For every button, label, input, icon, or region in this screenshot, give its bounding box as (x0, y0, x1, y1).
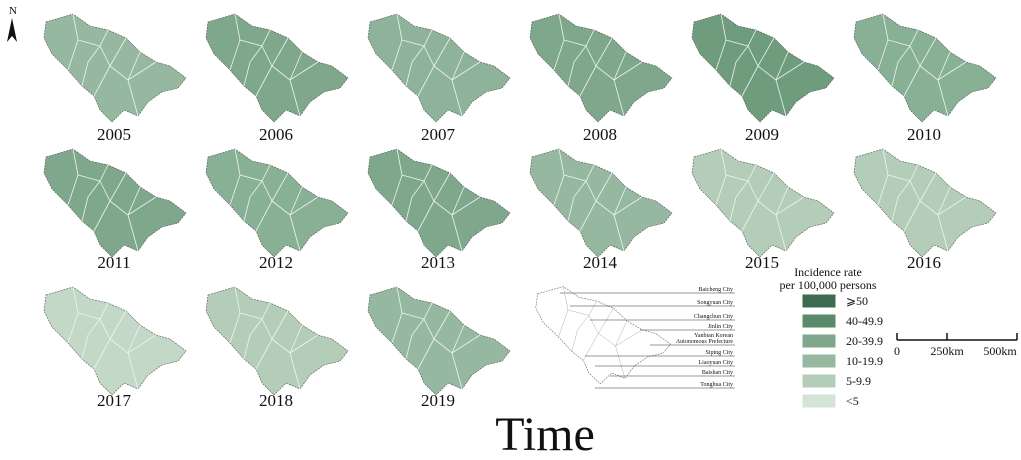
legend-title: per 100,000 persons (780, 278, 877, 292)
year-label: 2016 (907, 253, 941, 272)
legend-title: Incidence rate (794, 265, 862, 279)
province-shape (529, 148, 673, 258)
province-shape (853, 148, 997, 258)
year-label: 2014 (583, 253, 618, 272)
region-borders (229, 148, 319, 252)
year-label: 2015 (745, 253, 779, 272)
year-label: 2017 (97, 391, 132, 410)
province-map (43, 286, 187, 396)
province-map (367, 286, 511, 396)
north-arrow-icon (7, 18, 17, 42)
province-shape (367, 286, 511, 396)
region-borders (229, 286, 319, 390)
year-label: 2009 (745, 125, 779, 144)
province-shape (43, 148, 187, 258)
region-borders (553, 13, 643, 117)
year-label: 2006 (259, 125, 293, 144)
region-borders (67, 148, 157, 252)
city-label: Changchun City (694, 314, 733, 320)
province-map (853, 13, 997, 123)
province-map (529, 148, 673, 258)
province-shape (529, 13, 673, 123)
city-label: Autonomous Prefecture (676, 338, 733, 345)
legend-swatch (801, 393, 837, 409)
legend-label: 5-9.9 (846, 374, 871, 388)
legend-swatch (801, 353, 837, 369)
province-map (367, 13, 511, 123)
province-map (205, 148, 349, 258)
region-borders (877, 148, 967, 252)
city-label: Baishan City (702, 370, 733, 376)
province-map (529, 13, 673, 123)
province-shape (43, 13, 187, 123)
province-shape (853, 13, 997, 123)
province-shape (205, 286, 349, 396)
legend-label: <5 (846, 394, 859, 408)
year-label: 2013 (421, 253, 455, 272)
year-label: 2008 (583, 125, 617, 144)
year-label: 2019 (421, 391, 455, 410)
city-label: Jinlin City (708, 324, 733, 330)
scale-bar (896, 333, 1018, 341)
legend-swatch (801, 293, 837, 309)
scale-label: 0 (894, 344, 900, 358)
region-borders (391, 286, 481, 390)
axis-title: Time (495, 408, 595, 455)
province-map (853, 148, 997, 258)
city-label: Baicheng City (699, 287, 734, 293)
region-borders (715, 13, 805, 117)
legend-label: ⩾50 (846, 294, 868, 308)
region-borders (553, 148, 643, 252)
province-map (691, 148, 835, 258)
province-shape (205, 13, 349, 123)
region-borders (67, 13, 157, 117)
province-shape (691, 148, 835, 258)
year-label: 2012 (259, 253, 293, 272)
region-borders (391, 13, 481, 117)
legend-swatch (801, 313, 837, 329)
region-borders (391, 148, 481, 252)
year-label: 2018 (259, 391, 293, 410)
city-label: Tonghua City (700, 382, 733, 388)
province-shape (43, 286, 187, 396)
scale-label: 250km (930, 344, 964, 358)
city-label: Yanbian Korean (694, 333, 733, 339)
legend-label: 20-39.9 (846, 334, 883, 348)
province-map (367, 148, 511, 258)
north-label: N (9, 5, 17, 17)
legend-swatch (801, 373, 837, 389)
province-map (205, 286, 349, 396)
city-label: Siping City (705, 350, 733, 356)
province-map (43, 148, 187, 258)
year-label: 2005 (97, 125, 131, 144)
scale-label: 500km (983, 344, 1017, 358)
region-borders (877, 13, 967, 117)
province-shape (205, 148, 349, 258)
reference-borders (558, 286, 643, 379)
province-shape (367, 13, 511, 123)
year-label: 2010 (907, 125, 941, 144)
city-label: Liaoyuan City (699, 360, 734, 366)
year-label: 2011 (97, 253, 130, 272)
city-label: Songyuan City (697, 300, 733, 306)
province-map (205, 13, 349, 123)
province-map (691, 13, 835, 123)
reference-shape (535, 286, 672, 385)
region-borders (715, 148, 805, 252)
legend-label: 40-49.9 (846, 314, 883, 328)
scale-bar-line (896, 333, 1018, 341)
reference-map (535, 286, 672, 385)
region-borders (229, 13, 319, 117)
legend-swatch (801, 333, 837, 349)
province-shape (691, 13, 835, 123)
region-borders (67, 286, 157, 390)
year-label: 2007 (421, 125, 456, 144)
legend-label: 10-19.9 (846, 354, 883, 368)
north-arrow: N (7, 5, 17, 42)
province-shape (367, 148, 511, 258)
province-map (43, 13, 187, 123)
